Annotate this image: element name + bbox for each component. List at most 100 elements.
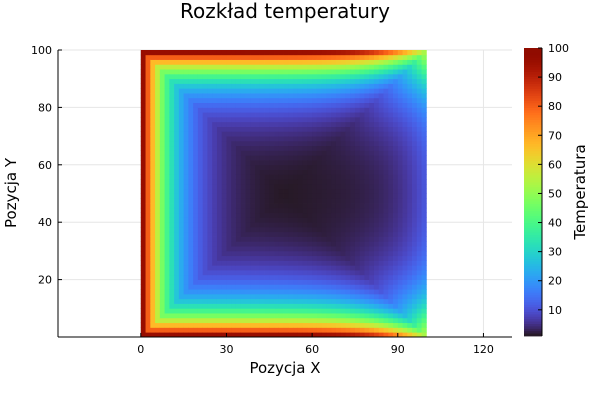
heatmap-cell [264,160,270,166]
heatmap-cell [150,217,156,223]
heatmap-cell [155,250,161,257]
heatmap-cell [278,107,284,113]
heatmap-cell [259,179,265,185]
heatmap-cell [288,226,294,233]
heatmap-cell [283,116,289,123]
heatmap-cell [169,145,175,151]
heatmap-cell [397,93,403,99]
heatmap-cell [183,160,189,166]
heatmap-cell [164,231,170,237]
heatmap-cell [421,255,427,261]
heatmap-cell [164,131,170,137]
heatmap-cell [235,279,242,285]
heatmap-cell [197,317,204,324]
heatmap-cell [359,246,365,252]
heatmap-cell [326,327,332,333]
heatmap-cell [364,160,370,166]
heatmap-cell [216,116,223,123]
heatmap-cell [416,83,422,89]
heatmap-cell [354,327,361,333]
heatmap-cell [359,50,365,56]
heatmap-cell [393,284,399,290]
heatmap-cell [397,169,403,175]
heatmap-cell [359,164,365,170]
heatmap-cell [183,193,189,199]
heatmap-cell [402,217,408,223]
heatmap-cell [145,136,151,142]
heatmap-cell [293,73,299,80]
heatmap-cell [316,131,323,137]
heatmap-cell [302,97,308,104]
heatmap-cell [345,327,351,333]
heatmap-cell [269,246,275,252]
heatmap-cell [207,322,213,328]
heatmap-cell [240,203,246,209]
heatmap-cell [159,97,165,104]
heatmap-cell [335,284,342,290]
colorbar-step [524,182,542,186]
colorbar-tick-label: 10 [548,304,562,317]
colorbar-step [524,144,542,147]
heatmap-cell [345,217,351,223]
heatmap-cell [235,265,242,271]
heatmap-cell [183,270,189,276]
heatmap-cell [145,274,151,280]
heatmap-cell [326,107,332,113]
heatmap-cell [226,155,232,161]
heatmap-cell [250,308,256,314]
heatmap-cell [159,50,165,56]
heatmap-cell [216,284,223,290]
heatmap-cell [216,131,223,137]
heatmap-cell [393,322,399,328]
heatmap-cell [145,78,151,84]
heatmap-cell [274,255,280,261]
heatmap-cell [373,160,380,166]
heatmap-cell [183,236,189,242]
heatmap-cell [140,131,146,137]
heatmap-cell [264,222,270,228]
heatmap-cell [397,274,403,280]
heatmap-cell [378,179,384,185]
heatmap-cell [159,64,165,70]
heatmap-cell [193,293,199,300]
heatmap-cell [345,203,351,209]
heatmap-cell [388,203,394,209]
heatmap-cell [164,236,170,242]
heatmap-cell [359,93,365,99]
heatmap-cell [197,145,204,151]
heatmap-cell [255,83,261,89]
heatmap-cell [288,121,294,127]
heatmap-cell [212,140,218,147]
heatmap-cell [155,107,161,113]
heatmap-cell [383,313,389,319]
heatmap-cell [321,155,327,161]
heatmap-cell [307,231,313,237]
heatmap-cell [326,160,332,166]
heatmap-cell [155,279,161,285]
heatmap-cell [250,131,256,137]
heatmap-cell [197,332,204,338]
heatmap-cell [178,160,185,166]
heatmap-cell [278,50,284,56]
heatmap-cell [193,260,199,266]
heatmap-cell [140,183,146,190]
heatmap-cell [264,298,270,304]
heatmap-cell [183,274,189,280]
heatmap-cell [331,265,337,271]
heatmap-cell [226,198,232,204]
heatmap-cell [183,97,189,104]
heatmap-cell [340,313,346,319]
heatmap-cell [174,250,180,257]
heatmap-cell [178,222,185,228]
heatmap-cell [207,193,213,199]
heatmap-cell [312,73,318,80]
heatmap-cell [140,313,146,319]
heatmap-cell [340,255,346,261]
heatmap-cell [416,131,422,137]
heatmap-cell [150,107,156,113]
heatmap-cell [169,116,175,123]
heatmap-cell [364,236,370,242]
heatmap-cell [264,231,270,237]
heatmap-cell [250,64,256,70]
heatmap-cell [274,54,280,60]
